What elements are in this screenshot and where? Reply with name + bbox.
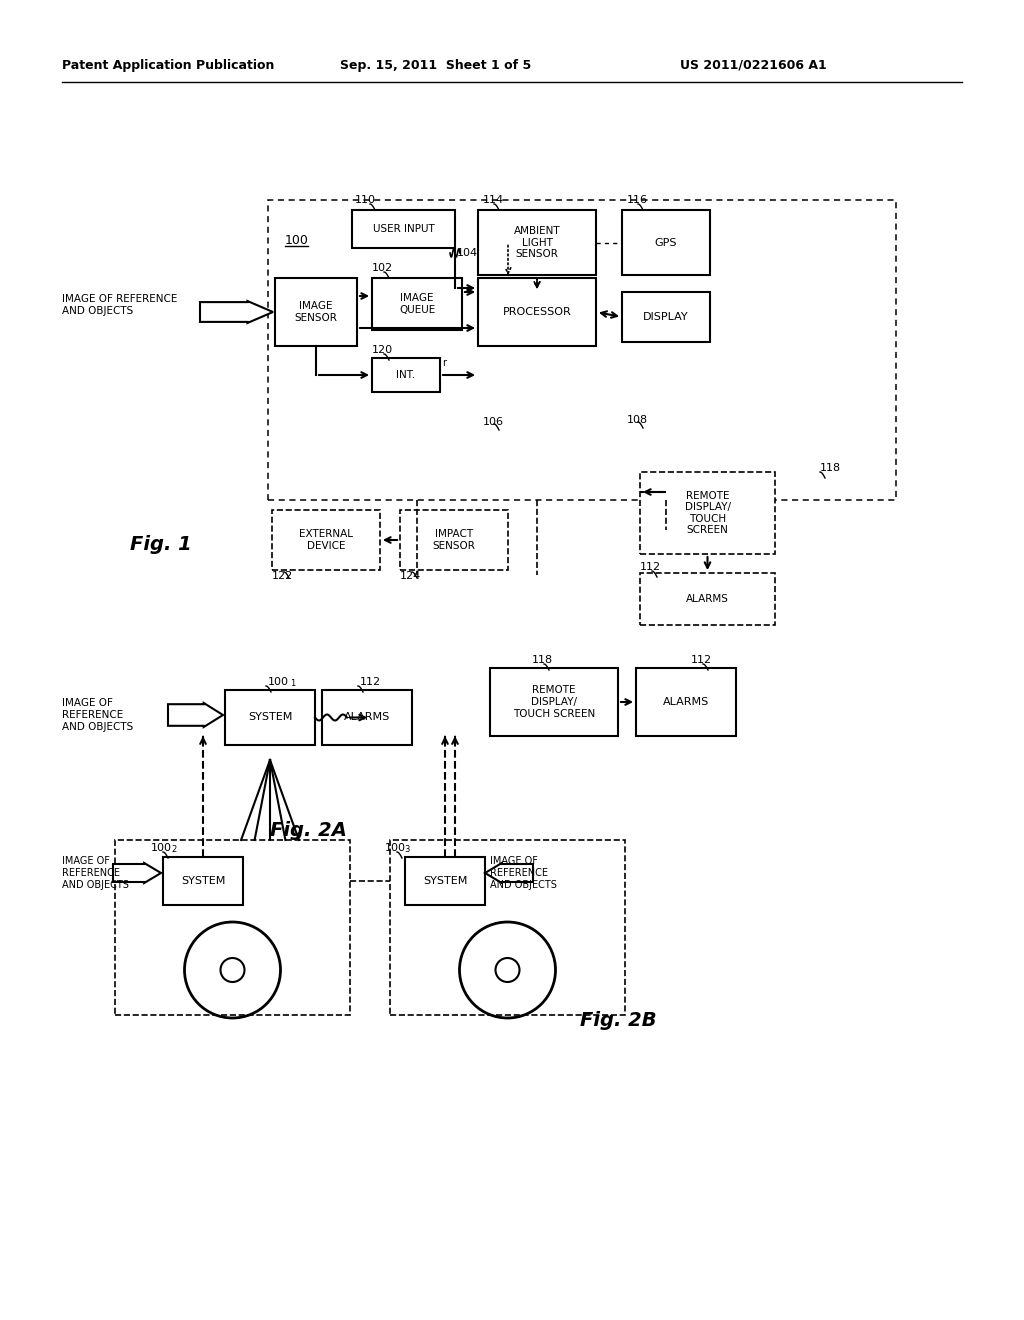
Text: 112: 112 (691, 655, 712, 665)
Text: SYSTEM: SYSTEM (181, 876, 225, 886)
Text: 118: 118 (532, 655, 553, 665)
Text: EXTERNAL
DEVICE: EXTERNAL DEVICE (299, 529, 353, 550)
Text: r: r (442, 358, 446, 368)
Bar (640, 473, 775, 554)
Bar (372, 358, 440, 392)
Text: DISPLAY: DISPLAY (643, 312, 689, 322)
Text: 116: 116 (627, 195, 648, 205)
Bar (400, 510, 508, 570)
Text: INT.: INT. (396, 370, 416, 380)
Bar (225, 690, 315, 744)
Text: IMPACT
SENSOR: IMPACT SENSOR (432, 529, 475, 550)
Polygon shape (485, 863, 534, 883)
Text: 3: 3 (404, 846, 410, 854)
Text: 114: 114 (483, 195, 504, 205)
Text: 1: 1 (290, 680, 295, 689)
Text: REMOTE
DISPLAY/
TOUCH
SCREEN: REMOTE DISPLAY/ TOUCH SCREEN (684, 491, 730, 536)
Text: AMBIENT
LIGHT
SENSOR: AMBIENT LIGHT SENSOR (514, 226, 560, 259)
Text: SYSTEM: SYSTEM (248, 713, 292, 722)
Text: 118: 118 (820, 463, 841, 473)
Text: Fig. 2A: Fig. 2A (270, 821, 347, 840)
Text: IMAGE OF REFERENCE
AND OBJECTS: IMAGE OF REFERENCE AND OBJECTS (62, 294, 177, 315)
Text: 122: 122 (272, 572, 293, 581)
Bar (636, 668, 736, 737)
Polygon shape (113, 863, 161, 883)
Text: US 2011/0221606 A1: US 2011/0221606 A1 (680, 58, 826, 71)
Text: IMAGE OF
REFERENCE
AND OBJECTS: IMAGE OF REFERENCE AND OBJECTS (62, 698, 133, 731)
Text: 102: 102 (372, 263, 393, 273)
Text: Fig. 2B: Fig. 2B (580, 1011, 656, 1030)
Polygon shape (168, 704, 223, 727)
Bar (622, 210, 710, 275)
Text: 106: 106 (483, 417, 504, 426)
Bar (163, 857, 243, 906)
Bar (272, 510, 380, 570)
Text: REMOTE
DISPLAY/
TOUCH SCREEN: REMOTE DISPLAY/ TOUCH SCREEN (513, 685, 595, 718)
Polygon shape (200, 301, 273, 323)
Text: ALARMS: ALARMS (663, 697, 710, 708)
Text: PROCESSOR: PROCESSOR (503, 308, 571, 317)
Bar (268, 201, 896, 500)
Text: IMAGE OF
REFERENCE
AND OBJECTS: IMAGE OF REFERENCE AND OBJECTS (62, 857, 129, 890)
Bar (640, 573, 775, 624)
Bar (478, 210, 596, 275)
Bar (406, 857, 485, 906)
Text: Patent Application Publication: Patent Application Publication (62, 58, 274, 71)
Text: GPS: GPS (654, 238, 677, 248)
Text: 108: 108 (627, 414, 648, 425)
Text: 124: 124 (400, 572, 421, 581)
Bar (352, 210, 455, 248)
Text: 110: 110 (355, 195, 376, 205)
Text: IMAGE OF
REFERENCE
AND OBJECTS: IMAGE OF REFERENCE AND OBJECTS (490, 857, 557, 890)
Text: 112: 112 (640, 562, 662, 572)
Text: ALARMS: ALARMS (686, 594, 729, 605)
Bar (490, 668, 618, 737)
Bar (622, 292, 710, 342)
Text: IMAGE
QUEUE: IMAGE QUEUE (399, 293, 435, 314)
Text: 120: 120 (372, 345, 393, 355)
Bar (115, 840, 350, 1015)
Text: IMAGE
SENSOR: IMAGE SENSOR (295, 301, 338, 323)
Text: 100: 100 (151, 843, 172, 853)
Text: 104: 104 (457, 248, 478, 257)
Text: SYSTEM: SYSTEM (423, 876, 467, 886)
Text: 100: 100 (285, 234, 309, 247)
Text: 112: 112 (360, 677, 381, 686)
Text: ALARMS: ALARMS (344, 713, 390, 722)
Bar (478, 279, 596, 346)
Bar (322, 690, 412, 744)
Text: 100: 100 (268, 677, 289, 686)
Text: 100: 100 (385, 843, 406, 853)
Bar (390, 840, 625, 1015)
Bar (372, 279, 462, 330)
Bar (275, 279, 357, 346)
Text: Sep. 15, 2011  Sheet 1 of 5: Sep. 15, 2011 Sheet 1 of 5 (340, 58, 531, 71)
Text: Fig. 1: Fig. 1 (130, 536, 191, 554)
Text: USER INPUT: USER INPUT (373, 224, 434, 234)
Text: 2: 2 (171, 846, 176, 854)
